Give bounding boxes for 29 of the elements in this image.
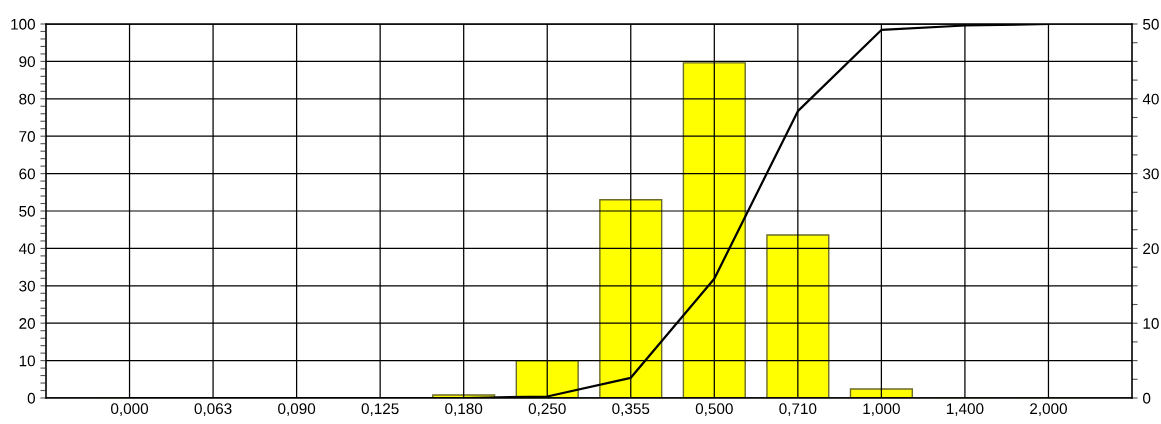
y-tick-label: 10 [19, 355, 35, 367]
x-tick-label: 1,000 [863, 403, 900, 416]
y2-tick-label: 40 [1142, 93, 1159, 105]
y-tick-label: 50 [19, 205, 35, 217]
y2-tick-label: 20 [1143, 243, 1159, 255]
y2-tick-label: 30 [1143, 168, 1159, 180]
x-tick-label: 0,710 [779, 403, 817, 416]
x-tick-label: 0,180 [445, 403, 483, 416]
x-tick-label: 0,090 [278, 403, 316, 416]
x-tick-label: 0,125 [361, 403, 399, 416]
y-tick-label: 40 [18, 243, 35, 255]
x-tick-label: 0,355 [612, 403, 650, 416]
y-tick-label: 100 [11, 18, 35, 30]
y2-tick-label: 0 [1143, 392, 1151, 404]
x-tick-label: 0,063 [194, 403, 232, 416]
x-tick-label: 0,000 [111, 403, 149, 416]
y-tick-label: 80 [19, 93, 35, 105]
y-tick-label: 20 [19, 318, 35, 329]
y-tick-label: 0 [27, 392, 35, 404]
x-tick-label: 1,400 [946, 403, 984, 416]
y-tick-label: 30 [19, 280, 35, 292]
x-tick-label: 0,250 [528, 403, 566, 416]
y-tick-label: 90 [19, 56, 35, 68]
y-tick-label: 60 [19, 168, 35, 180]
y2-tick-label: 10 [1143, 318, 1159, 329]
y-tick-label: 70 [19, 131, 35, 142]
x-tick-label: 2,000 [1030, 403, 1067, 416]
x-tick-label: 0,500 [695, 403, 733, 416]
y2-tick-label: 50 [1143, 18, 1159, 30]
